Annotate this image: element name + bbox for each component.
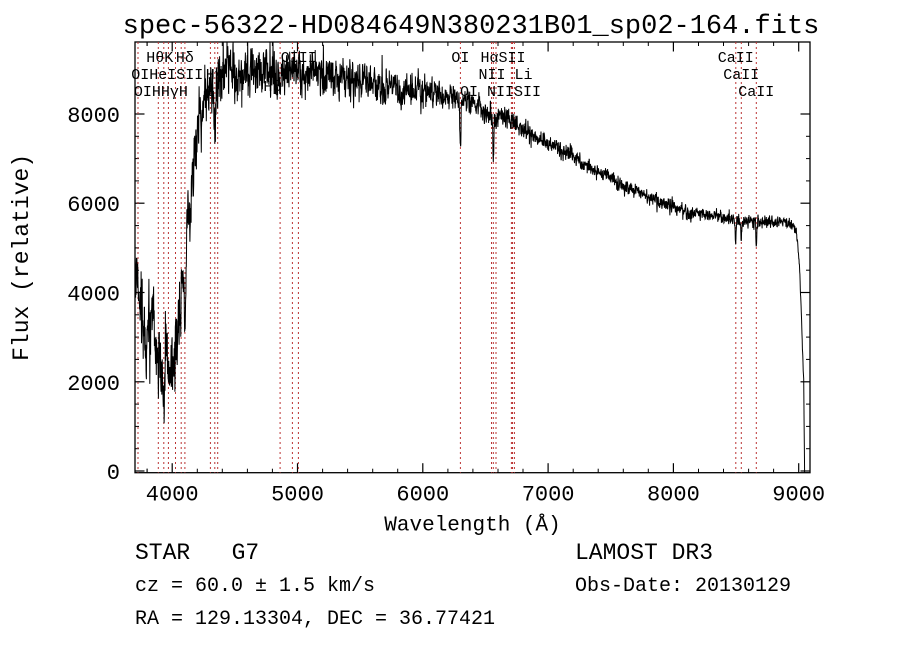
svg-text:RA = 129.13304, DEC = 36.7742: RA = 129.13304, DEC = 36.77421 <box>135 608 495 631</box>
svg-text:Wavelength (Å): Wavelength (Å) <box>384 515 560 538</box>
svg-text:9000: 9000 <box>772 483 825 508</box>
svg-text:5000: 5000 <box>271 483 324 508</box>
svg-text:OI: OI <box>451 50 469 67</box>
svg-text:NII Li: NII Li <box>478 67 532 84</box>
svg-text:CaII: CaII <box>738 84 774 101</box>
svg-text:7000: 7000 <box>522 483 575 508</box>
svg-text:CaII: CaII <box>718 50 754 67</box>
svg-text:OIHHγH: OIHHγH <box>134 84 188 101</box>
svg-text:6000: 6000 <box>67 193 120 218</box>
svg-text:4000: 4000 <box>146 483 199 508</box>
svg-text:Flux (relative): Flux (relative) <box>9 154 35 361</box>
svg-text:spec-56322-HD084649N380231B01_: spec-56322-HD084649N380231B01_sp02-164.f… <box>123 12 820 42</box>
svg-text:STAR G7: STAR G7 <box>135 540 259 566</box>
svg-text:6000: 6000 <box>396 483 449 508</box>
svg-text:Obs-Date: 20130129: Obs-Date: 20130129 <box>575 575 791 598</box>
svg-text:CaII: CaII <box>723 67 759 84</box>
svg-text:HθK: HθK <box>146 50 173 67</box>
svg-text:0: 0 <box>107 461 120 486</box>
svg-text:8000: 8000 <box>647 483 700 508</box>
svg-text:HαSII: HαSII <box>480 50 525 67</box>
svg-text:4000: 4000 <box>67 283 120 308</box>
svg-text:OIHeISII: OIHeISII <box>131 67 203 84</box>
svg-text:cz = 60.0 ± 1.5 km/s: cz = 60.0 ± 1.5 km/s <box>135 575 375 598</box>
svg-text:8000: 8000 <box>67 104 120 129</box>
svg-text:2000: 2000 <box>67 372 120 397</box>
svg-text:LAMOST DR3: LAMOST DR3 <box>575 540 713 566</box>
svg-text:Hδ: Hδ <box>176 50 194 67</box>
